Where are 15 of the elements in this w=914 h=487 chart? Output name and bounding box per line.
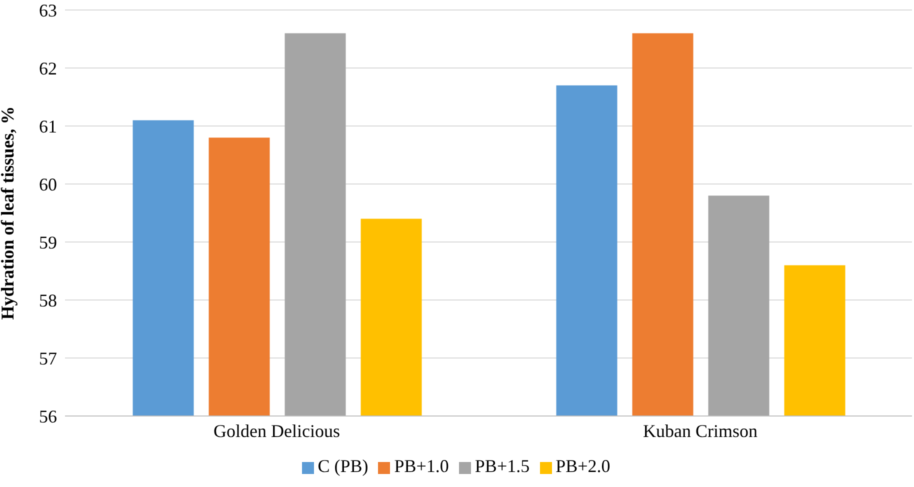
y-tick-label: 62 — [39, 58, 57, 78]
x-tick-label: Kuban Crimson — [643, 420, 758, 441]
y-tick-label: 59 — [39, 232, 57, 252]
legend-label: PB+1.5 — [474, 456, 530, 476]
y-tick-label: 58 — [39, 290, 57, 310]
legend-label: C (PB) — [318, 456, 368, 476]
y-tick-label: 60 — [39, 174, 57, 194]
y-tick-label: 56 — [39, 406, 57, 426]
legend-label: PB+1.0 — [394, 456, 449, 476]
y-axis-title: Hydration of leaf tissues, % — [0, 106, 18, 320]
y-tick-label: 63 — [39, 0, 57, 20]
y-tick-label: 57 — [39, 348, 57, 368]
x-tick-label: Golden Delicious — [214, 420, 340, 441]
legend-label: PB+2.0 — [556, 456, 610, 476]
y-tick-label: 61 — [39, 116, 57, 136]
